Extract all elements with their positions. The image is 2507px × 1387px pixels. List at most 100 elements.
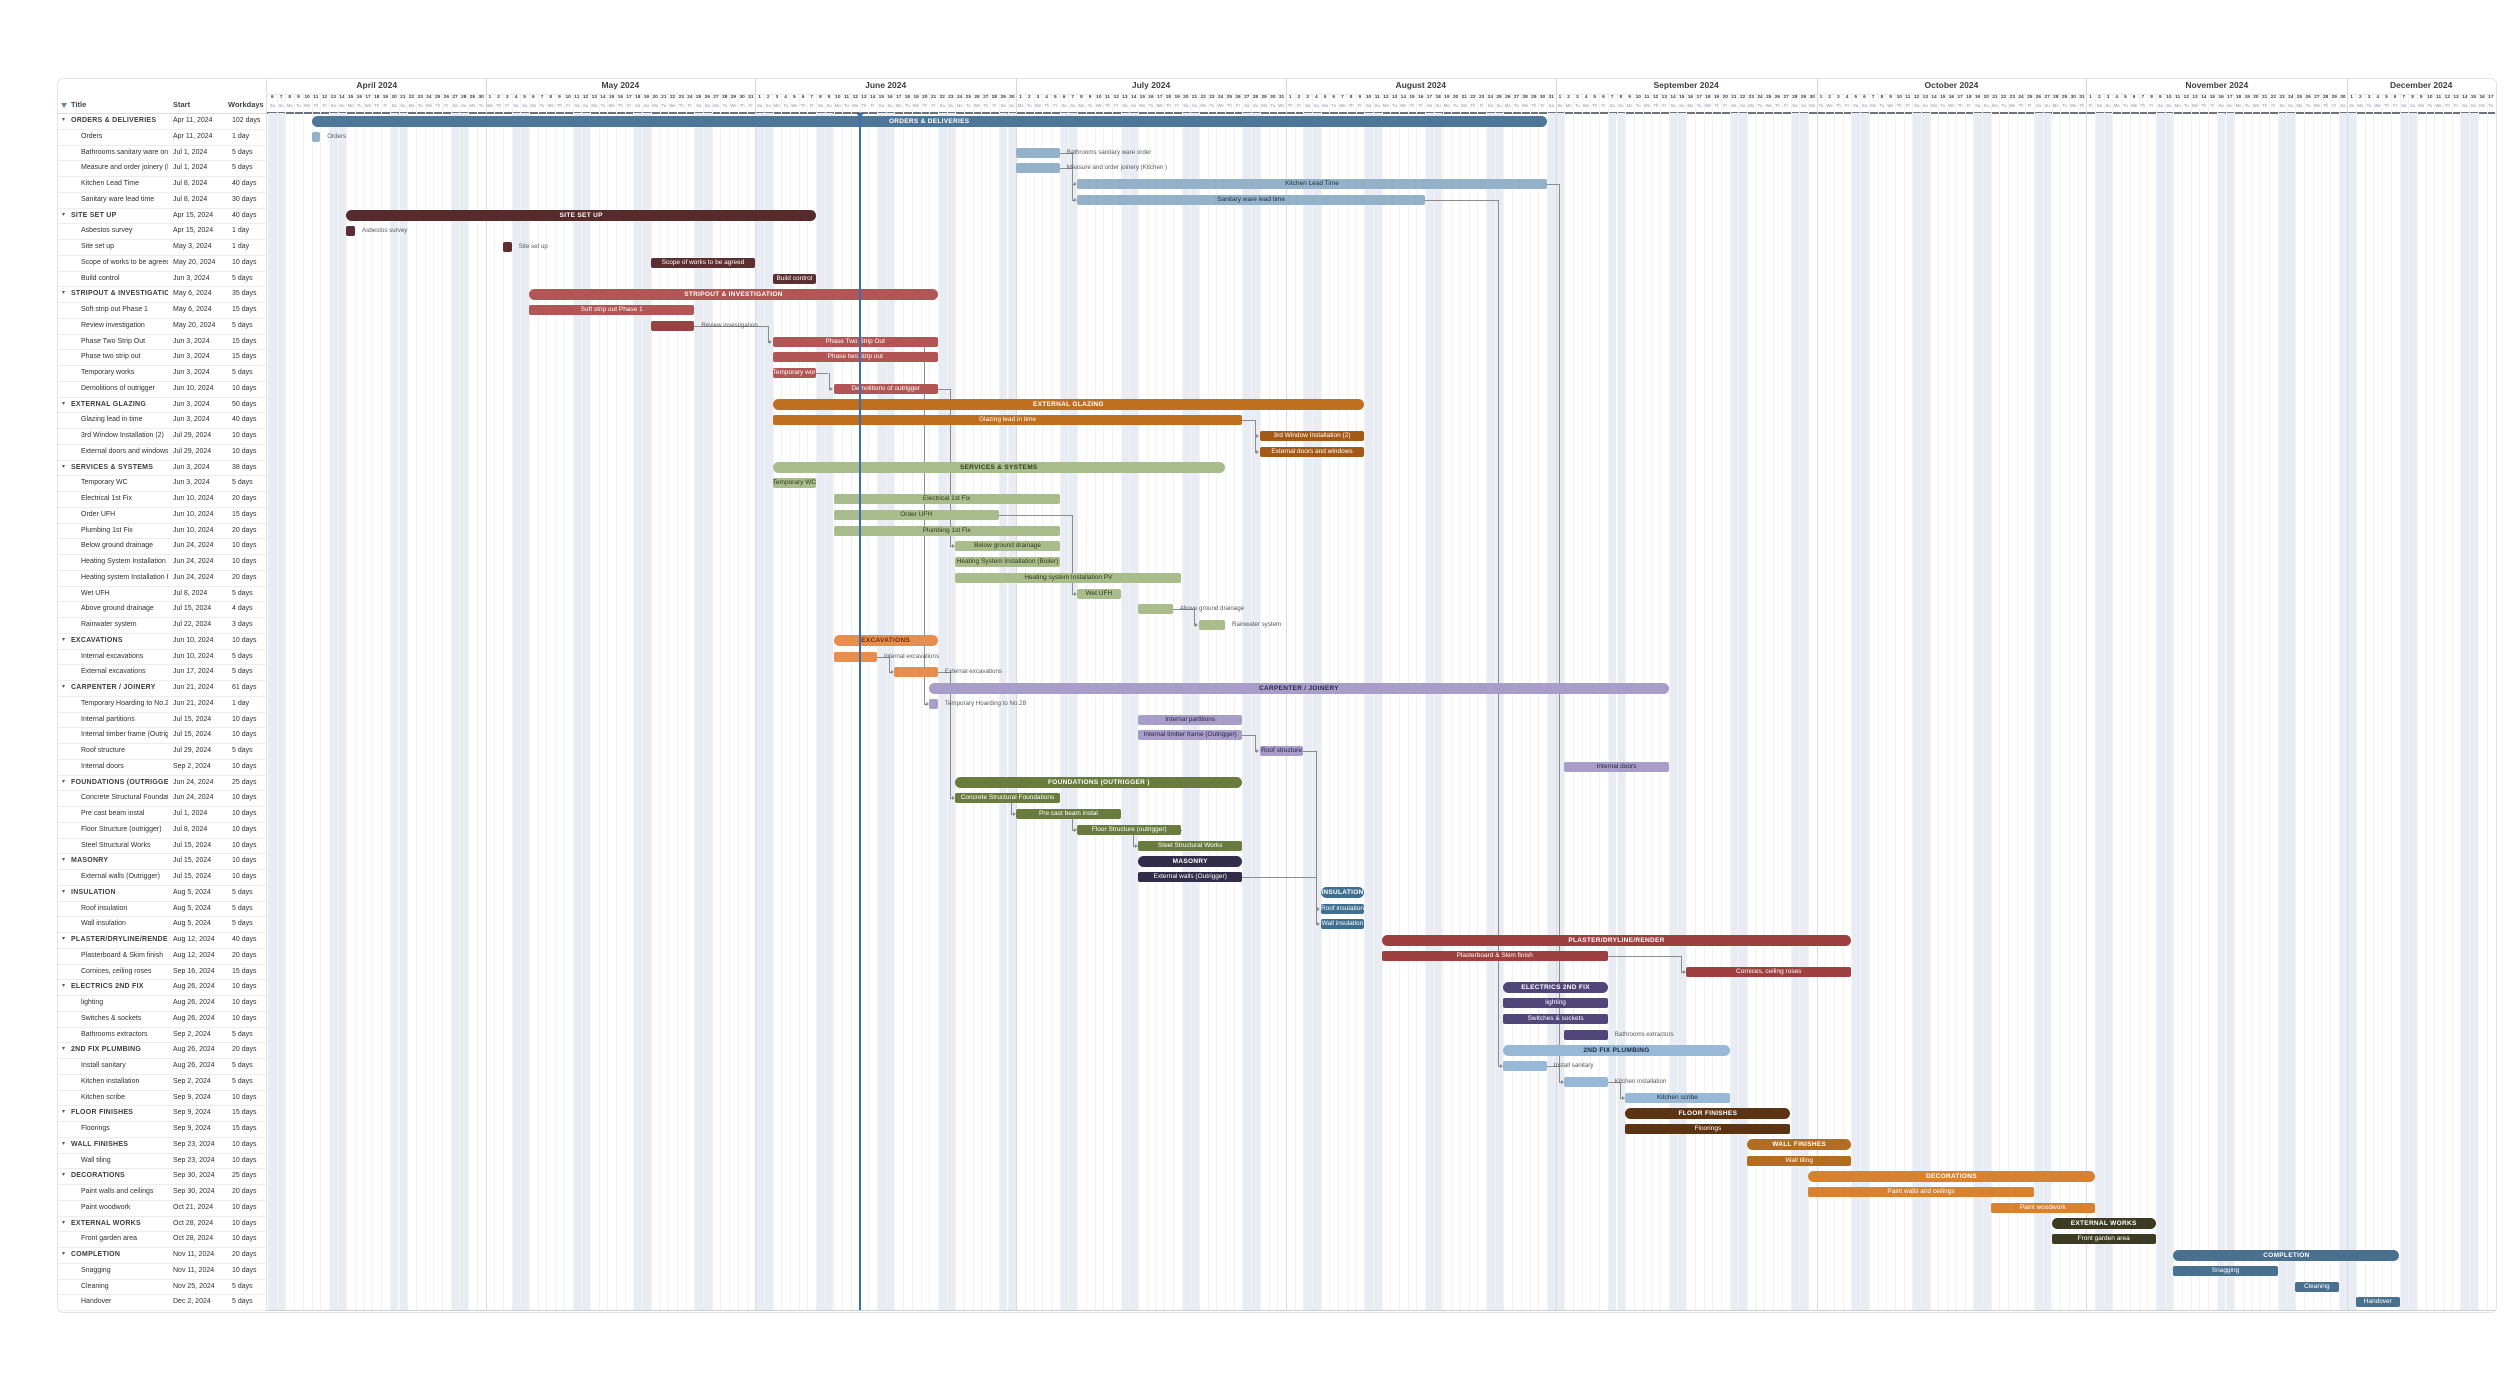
task-title-cell[interactable]: Snagging (81, 1266, 111, 1274)
task-title-cell[interactable]: Asbestos survey (81, 227, 133, 235)
task-workdays-cell[interactable]: 15 days (232, 353, 257, 361)
task-workdays-cell[interactable]: 5 days (232, 479, 253, 487)
group-collapse-caret[interactable]: ▾ (62, 983, 66, 990)
gantt-group-bar[interactable] (1381, 934, 1852, 946)
task-start-cell[interactable]: Jun 3, 2024 (173, 479, 210, 487)
gantt-group-bar[interactable] (1320, 887, 1365, 899)
task-workdays-cell[interactable]: 10 days (232, 1266, 257, 1274)
task-start-cell[interactable]: Jun 3, 2024 (173, 369, 210, 377)
task-workdays-cell[interactable]: 15 days (232, 337, 257, 345)
gantt-task-bar[interactable] (894, 667, 938, 678)
task-workdays-cell[interactable]: 1 day (232, 227, 250, 235)
task-title-cell[interactable]: External excavations (81, 668, 146, 676)
gantt-task-bar[interactable] (1625, 1092, 1730, 1103)
task-workdays-cell[interactable]: 40 days (232, 416, 257, 424)
task-title-cell[interactable]: PLASTER/DRYLINE/RENDER (71, 936, 168, 944)
task-start-cell[interactable]: Jun 3, 2024 (173, 274, 210, 282)
gantt-task-bar[interactable] (833, 651, 877, 662)
gantt-task-bar[interactable] (2051, 1234, 2156, 1245)
group-collapse-caret[interactable]: ▾ (62, 211, 66, 218)
task-workdays-cell[interactable]: 5 days (232, 1077, 253, 1085)
task-title-cell[interactable]: Wet UFH (81, 589, 110, 597)
task-workdays-cell[interactable]: 20 days (232, 1046, 257, 1054)
task-title-cell[interactable]: Temporary works (81, 369, 135, 377)
gantt-task-bar[interactable] (1564, 1029, 1608, 1040)
task-title-cell[interactable]: Wall tiling (81, 1156, 111, 1164)
gantt-task-bar[interactable] (1016, 163, 1060, 174)
task-workdays-cell[interactable]: 10 days (232, 983, 257, 991)
task-title-cell[interactable]: Front garden area (81, 1235, 138, 1243)
gantt-task-bar[interactable] (1138, 604, 1173, 615)
task-title-cell[interactable]: External doors and windows (81, 447, 168, 455)
task-workdays-cell[interactable]: 10 days (232, 1156, 257, 1164)
gantt-task-bar[interactable] (955, 557, 1060, 567)
task-start-cell[interactable]: Apr 15, 2024 (173, 211, 214, 219)
gantt-task-bar[interactable] (346, 226, 355, 237)
task-title-cell[interactable]: STRIPOUT & INVESTIGATION (71, 290, 168, 298)
task-start-cell[interactable]: Jun 10, 2024 (173, 636, 214, 644)
gantt-task-bar[interactable] (1503, 998, 1608, 1008)
task-start-cell[interactable]: Jun 24, 2024 (173, 558, 214, 566)
task-workdays-cell[interactable]: 10 days (232, 1014, 257, 1022)
task-title-cell[interactable]: Electrical 1st Fix (81, 495, 132, 503)
gantt-task-bar[interactable] (1381, 950, 1608, 961)
task-start-cell[interactable]: Jun 3, 2024 (173, 463, 210, 471)
task-workdays-cell[interactable]: 10 days (232, 542, 257, 550)
task-workdays-cell[interactable]: 10 days (232, 447, 257, 455)
gantt-task-bar[interactable] (772, 352, 938, 363)
task-start-cell[interactable]: Dec 2, 2024 (173, 1298, 211, 1306)
task-workdays-cell[interactable]: 38 days (232, 463, 257, 471)
task-title-cell[interactable]: EXCAVATIONS (71, 636, 123, 644)
task-start-cell[interactable]: Jun 10, 2024 (173, 652, 214, 660)
group-collapse-caret[interactable]: ▾ (62, 400, 66, 407)
group-collapse-caret[interactable]: ▾ (62, 857, 66, 864)
task-title-cell[interactable]: Internal doors (81, 762, 124, 770)
task-workdays-cell[interactable]: 5 days (232, 148, 253, 156)
task-start-cell[interactable]: Jul 29, 2024 (173, 447, 212, 455)
task-workdays-cell[interactable]: 10 days (232, 558, 257, 566)
task-title-cell[interactable]: lighting (81, 999, 104, 1007)
task-title-cell[interactable]: EXTERNAL GLAZING (71, 400, 147, 408)
task-title-cell[interactable]: 3rd Window Installation (2) (81, 432, 164, 440)
gantt-task-bar[interactable] (1138, 730, 1243, 741)
task-start-cell[interactable]: Sep 9, 2024 (173, 1109, 211, 1117)
gantt-task-bar[interactable] (1077, 194, 1426, 205)
task-workdays-cell[interactable]: 35 days (232, 290, 257, 298)
task-workdays-cell[interactable]: 30 days (232, 195, 257, 203)
task-start-cell[interactable]: Nov 11, 2024 (173, 1266, 215, 1274)
task-workdays-cell[interactable]: 10 days (232, 810, 257, 818)
task-workdays-cell[interactable]: 20 days (232, 526, 257, 534)
task-title-cell[interactable]: Concrete Structural Foundations (81, 794, 168, 802)
task-workdays-cell[interactable]: 5 days (232, 1282, 253, 1290)
gantt-group-bar[interactable] (529, 288, 938, 300)
task-start-cell[interactable]: Aug 12, 2024 (173, 951, 215, 959)
gantt-group-bar[interactable] (1138, 855, 1243, 867)
gantt-task-bar[interactable] (833, 509, 999, 520)
group-collapse-caret[interactable]: ▾ (62, 117, 66, 124)
task-workdays-cell[interactable]: 15 days (232, 510, 257, 518)
task-title-cell[interactable]: Handover (81, 1298, 112, 1306)
task-workdays-cell[interactable]: 25 days (232, 778, 257, 786)
task-title-cell[interactable]: Paint walls and ceilings (81, 1188, 154, 1196)
task-workdays-cell[interactable]: 5 days (232, 904, 253, 912)
task-workdays-cell[interactable]: 5 days (232, 589, 253, 597)
task-start-cell[interactable]: Jun 10, 2024 (173, 495, 214, 503)
gantt-task-bar[interactable] (1564, 761, 1669, 772)
task-start-cell[interactable]: Oct 28, 2024 (173, 1235, 214, 1243)
task-workdays-cell[interactable]: 10 days (232, 384, 257, 392)
task-title-cell[interactable]: FOUNDATIONS (OUTRIGGER ) (71, 778, 168, 786)
task-start-cell[interactable]: Jul 15, 2024 (173, 715, 212, 723)
task-workdays-cell[interactable]: 10 days (232, 794, 257, 802)
gantt-task-bar[interactable] (1016, 809, 1121, 819)
task-start-cell[interactable]: Apr 11, 2024 (173, 117, 213, 125)
task-start-cell[interactable]: Aug 5, 2024 (173, 904, 211, 912)
task-start-cell[interactable]: Sep 16, 2024 (173, 967, 215, 975)
gantt-task-bar[interactable] (955, 541, 1060, 552)
task-start-cell[interactable]: Jun 10, 2024 (173, 384, 214, 392)
task-start-cell[interactable]: Jun 3, 2024 (173, 416, 210, 424)
task-title-cell[interactable]: External walls (Outrigger) (81, 873, 160, 881)
task-title-cell[interactable]: FLOOR FINISHES (71, 1109, 134, 1117)
task-title-cell[interactable]: Above ground drainage (81, 605, 154, 613)
task-title-cell[interactable]: Temporary WC (81, 479, 128, 487)
gantt-task-bar[interactable] (1503, 1061, 1547, 1071)
